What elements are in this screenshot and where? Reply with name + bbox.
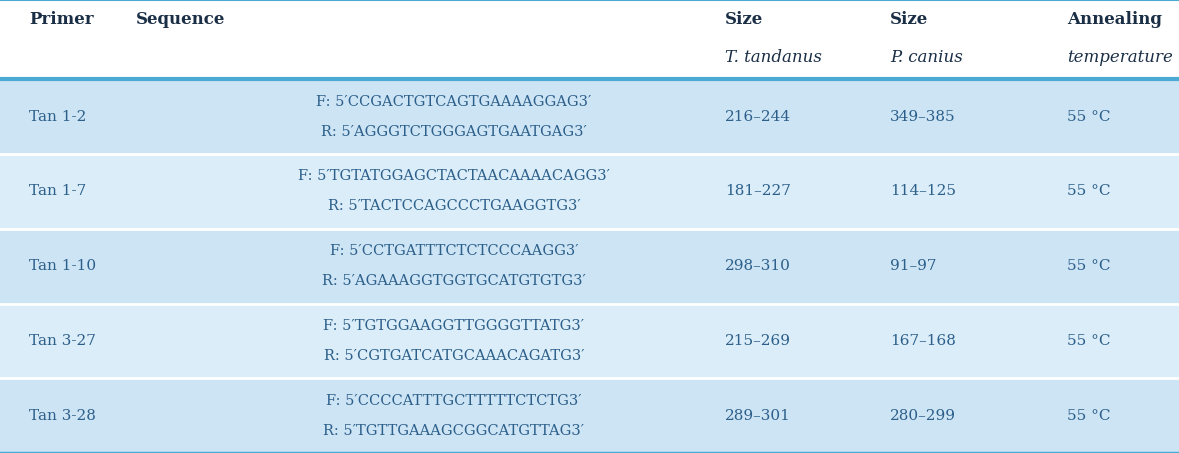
Text: R: 5′TACTCCAGCCCTGAAGGTG3′: R: 5′TACTCCAGCCCTGAAGGTG3′ bbox=[328, 199, 580, 213]
Text: Tan 1-10: Tan 1-10 bbox=[29, 259, 97, 273]
Text: Size: Size bbox=[725, 11, 763, 29]
Text: 181–227: 181–227 bbox=[725, 184, 791, 198]
Text: F: 5′CCCCATTTGCTTTTTCTCTG3′: F: 5′CCCCATTTGCTTTTTCTCTG3′ bbox=[327, 394, 581, 408]
Bar bbox=[0, 229, 1179, 304]
Bar bbox=[0, 304, 1179, 378]
Text: Tan 1-7: Tan 1-7 bbox=[29, 184, 87, 198]
Text: Tan 1-2: Tan 1-2 bbox=[29, 110, 87, 124]
Text: 349–385: 349–385 bbox=[890, 110, 956, 124]
Text: Tan 3-27: Tan 3-27 bbox=[29, 334, 97, 348]
Text: 55 °C: 55 °C bbox=[1067, 334, 1111, 348]
Text: P. canius: P. canius bbox=[890, 48, 963, 66]
Text: 216–244: 216–244 bbox=[725, 110, 791, 124]
Text: 298–310: 298–310 bbox=[725, 259, 791, 273]
Text: 280–299: 280–299 bbox=[890, 409, 956, 423]
Text: 55 °C: 55 °C bbox=[1067, 184, 1111, 198]
Text: Annealing: Annealing bbox=[1067, 11, 1162, 29]
Text: 114–125: 114–125 bbox=[890, 184, 956, 198]
Text: Tan 3-28: Tan 3-28 bbox=[29, 409, 97, 423]
Text: 91–97: 91–97 bbox=[890, 259, 936, 273]
Text: 215–269: 215–269 bbox=[725, 334, 791, 348]
Text: F: 5′TGTGGAAGGTTGGGGTTATG3′: F: 5′TGTGGAAGGTTGGGGTTATG3′ bbox=[323, 319, 585, 333]
Text: F: 5′CCGACTGTCAGTGAAAAGGAG3′: F: 5′CCGACTGTCAGTGAAAAGGAG3′ bbox=[316, 95, 592, 109]
Text: T. tandanus: T. tandanus bbox=[725, 48, 822, 66]
Text: R: 5′TGTTGAAAGCGGCATGTTAG3′: R: 5′TGTTGAAAGCGGCATGTTAG3′ bbox=[323, 424, 585, 438]
Bar bbox=[0, 79, 1179, 154]
Bar bbox=[0, 0, 1179, 79]
Text: 55 °C: 55 °C bbox=[1067, 110, 1111, 124]
Text: F: 5′CCTGATTTCTCTCCCAAGG3′: F: 5′CCTGATTTCTCTCCCAAGG3′ bbox=[330, 244, 578, 258]
Text: 289–301: 289–301 bbox=[725, 409, 791, 423]
Text: 55 °C: 55 °C bbox=[1067, 409, 1111, 423]
Text: temperature: temperature bbox=[1067, 48, 1173, 66]
Text: 55 °C: 55 °C bbox=[1067, 259, 1111, 273]
Text: R: 5′AGGGTCTGGGAGTGAATGAG3′: R: 5′AGGGTCTGGGAGTGAATGAG3′ bbox=[321, 125, 587, 139]
Text: Size: Size bbox=[890, 11, 928, 29]
Text: F: 5′TGTATGGAGCTACTAACAAAACAGG3′: F: 5′TGTATGGAGCTACTAACAAAACAGG3′ bbox=[298, 169, 610, 183]
Text: R: 5′CGTGATCATGCAAACAGATG3′: R: 5′CGTGATCATGCAAACAGATG3′ bbox=[323, 349, 585, 363]
Text: Primer: Primer bbox=[29, 11, 94, 29]
Text: 167–168: 167–168 bbox=[890, 334, 956, 348]
Text: Sequence: Sequence bbox=[136, 11, 225, 29]
Bar bbox=[0, 154, 1179, 229]
Bar bbox=[0, 378, 1179, 453]
Text: R: 5′AGAAAGGTGGTGCATGTGTG3′: R: 5′AGAAAGGTGGTGCATGTGTG3′ bbox=[322, 274, 586, 288]
